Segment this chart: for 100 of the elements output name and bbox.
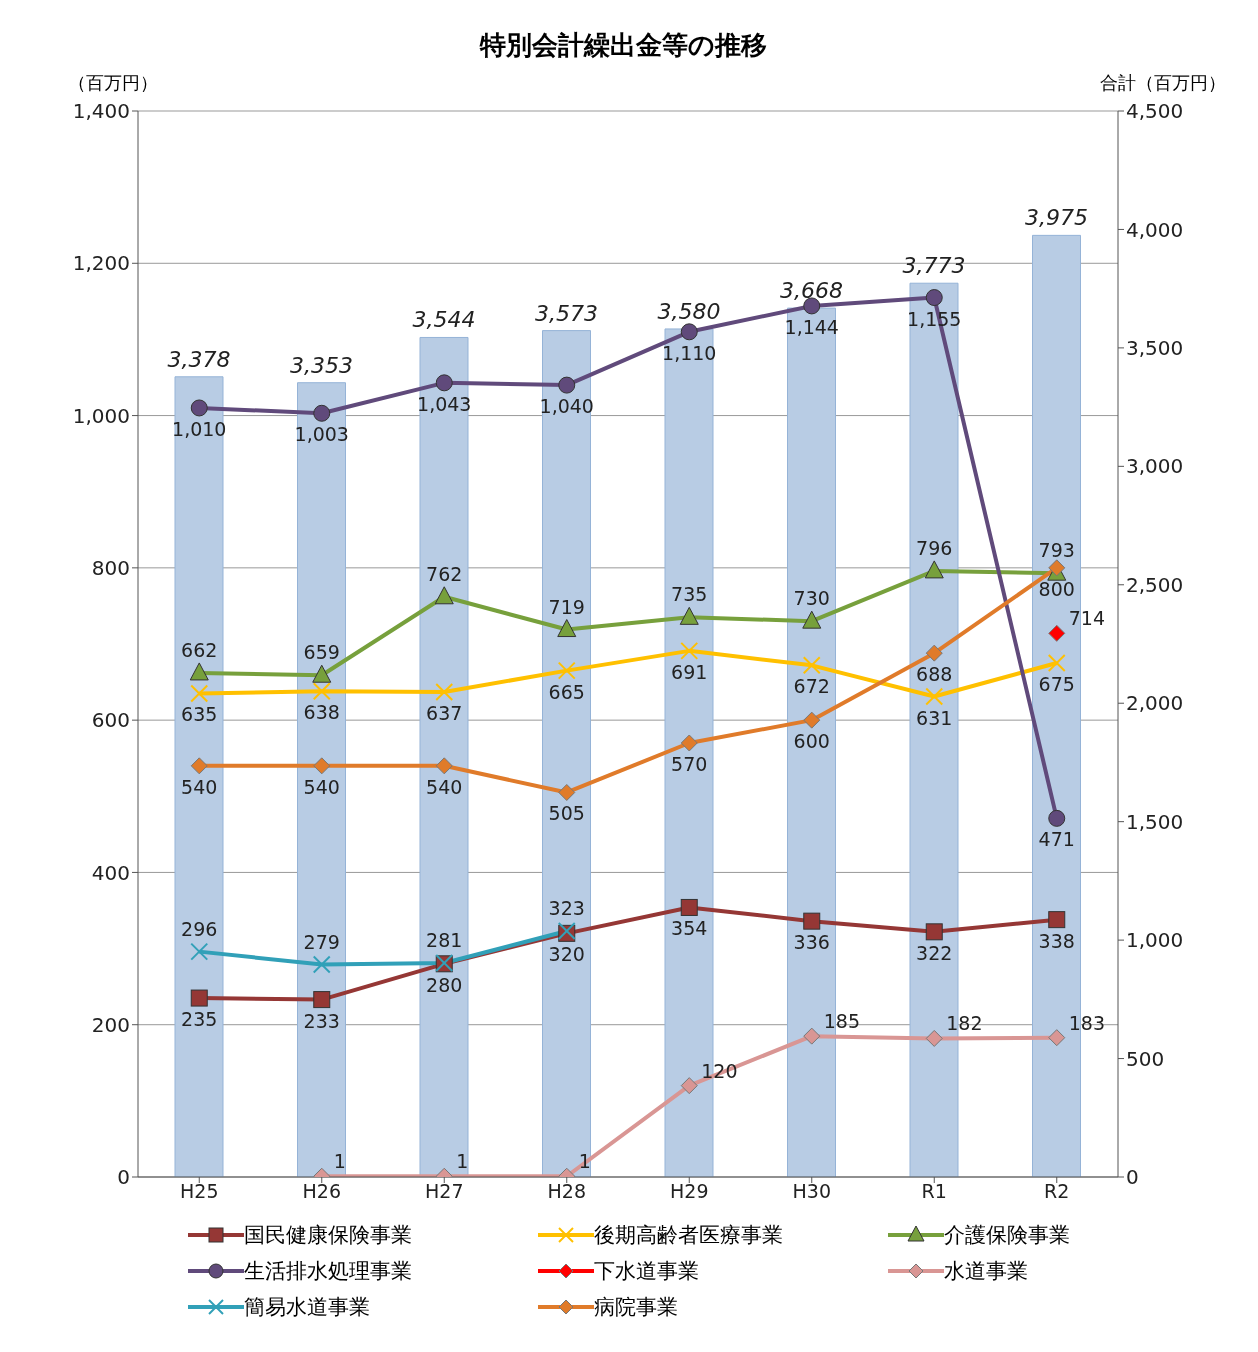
data-label: 540: [303, 775, 340, 798]
data-label: 3,975: [1025, 205, 1088, 231]
point: [312, 664, 332, 683]
legend-label: 下水道事業: [594, 1258, 699, 1285]
y2-tick-label: 4,000: [1126, 217, 1184, 242]
data-label: 505: [548, 802, 585, 825]
chart-title: 特別会計繰出金等の推移: [478, 29, 768, 62]
y2-tick-label: 500: [1126, 1046, 1165, 1071]
y2-tick-label: 4,500: [1126, 99, 1184, 124]
data-label: 691: [671, 660, 708, 683]
data-label: 631: [916, 706, 953, 729]
point: [190, 757, 208, 775]
data-label: 570: [671, 752, 708, 775]
data-label: 796: [916, 536, 953, 559]
data-label: 1,040: [539, 395, 594, 418]
data-label: 322: [916, 941, 953, 964]
x-tick-label: H28: [547, 1180, 586, 1203]
point: [680, 734, 698, 752]
point: [803, 912, 821, 930]
y2-tick-label: 3,000: [1126, 454, 1184, 479]
y2-tick-label: 1,000: [1126, 928, 1184, 953]
data-label: 637: [426, 701, 463, 724]
data-label: 540: [426, 775, 463, 798]
point: [435, 757, 453, 775]
point: [925, 923, 943, 941]
data-label: 662: [181, 638, 218, 661]
data-label: 1,010: [172, 417, 227, 440]
point: [435, 374, 453, 392]
point: [679, 606, 699, 625]
point: [558, 783, 576, 801]
data-label: 279: [303, 930, 340, 953]
point: [557, 619, 577, 638]
x-tick-label: H27: [425, 1180, 464, 1203]
data-label: 3,544: [412, 307, 476, 333]
legend-label: 簡易水道事業: [244, 1294, 370, 1321]
point: [190, 989, 208, 1007]
data-label: 183: [1068, 1011, 1106, 1034]
y2-tick-label: 2,500: [1126, 572, 1184, 597]
data-label: 730: [793, 587, 830, 610]
point: [1048, 911, 1066, 929]
point: [925, 644, 943, 662]
data-label: 600: [793, 730, 830, 753]
y-tick-label: 200: [91, 1012, 130, 1037]
data-label: 281: [426, 929, 463, 952]
data-label: 1,110: [662, 341, 717, 364]
y2-tick-label: 1,500: [1126, 809, 1184, 834]
point: [558, 376, 576, 394]
data-label: 1: [333, 1150, 346, 1173]
data-label: 540: [181, 775, 218, 798]
legend-label: 水道事業: [944, 1258, 1028, 1285]
point: [680, 898, 698, 916]
data-label: 235: [181, 1008, 218, 1031]
data-label: 320: [548, 943, 585, 966]
y-axis-title: （百万円）: [68, 71, 158, 95]
data-label: 675: [1038, 673, 1075, 696]
y2-tick-label: 0: [1126, 1165, 1139, 1190]
legend-label: 病院事業: [594, 1294, 678, 1321]
data-label: 762: [426, 562, 463, 585]
y-tick-label: 1,400: [72, 99, 130, 124]
y2-tick-label: 3,500: [1126, 335, 1184, 360]
data-label: 3,668: [780, 278, 843, 304]
data-label: 338: [1038, 929, 1075, 952]
point: [1048, 809, 1066, 827]
y-tick-label: 0: [117, 1165, 130, 1190]
point: [803, 1027, 821, 1045]
data-label: 233: [303, 1009, 340, 1032]
data-label: 120: [701, 1059, 738, 1082]
data-label: 1: [578, 1150, 591, 1173]
data-label: 280: [426, 973, 463, 996]
x-tick-label: R1: [921, 1180, 947, 1203]
data-label: 3,378: [167, 346, 231, 372]
point: [803, 711, 821, 729]
y-tick-label: 800: [91, 555, 130, 580]
data-label: 635: [181, 703, 218, 726]
point: [680, 1077, 698, 1095]
data-label: 714: [1068, 607, 1106, 630]
data-label: 323: [548, 897, 585, 920]
data-label: 719: [548, 595, 585, 618]
point: [802, 610, 822, 629]
y-tick-label: 1,000: [72, 403, 130, 428]
data-label: 659: [303, 641, 340, 664]
x-tick-label: R2: [1044, 1180, 1070, 1203]
legend-label: 国民健康保険事業: [244, 1222, 412, 1249]
data-label: 1: [456, 1150, 469, 1173]
x-tick-label: H30: [792, 1180, 831, 1203]
point: [313, 991, 331, 1009]
point: [189, 662, 209, 681]
data-label: 1,003: [294, 423, 349, 446]
data-label: 336: [793, 931, 830, 954]
point: [313, 757, 331, 775]
x-tick-label: H25: [180, 1180, 219, 1203]
data-label: 793: [1038, 539, 1075, 562]
point: [1048, 1029, 1066, 1047]
data-label: 354: [671, 917, 708, 940]
point: [680, 323, 698, 341]
x-tick-label: H26: [302, 1180, 341, 1203]
data-label: 665: [548, 680, 585, 703]
data-label: 3,580: [657, 298, 721, 324]
y-tick-label: 600: [91, 708, 130, 733]
point: [924, 560, 944, 579]
